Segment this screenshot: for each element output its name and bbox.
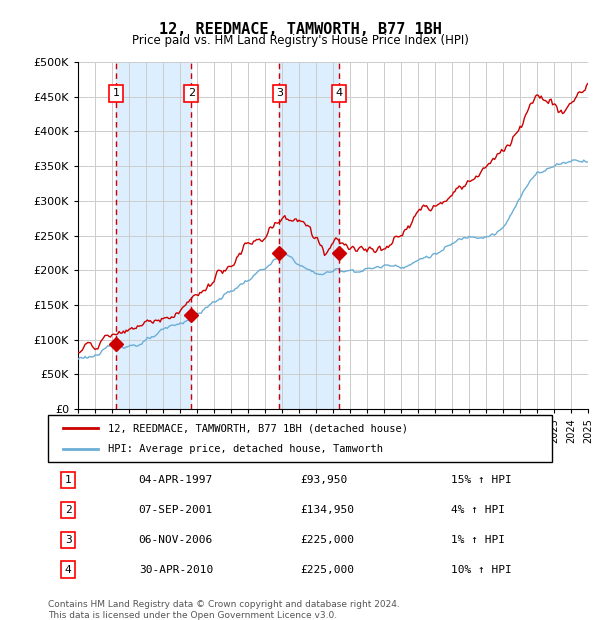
FancyBboxPatch shape [48,415,552,462]
Text: 12, REEDMACE, TAMWORTH, B77 1BH: 12, REEDMACE, TAMWORTH, B77 1BH [158,22,442,37]
Text: 2: 2 [65,505,71,515]
Text: 3: 3 [276,88,283,98]
Text: 1: 1 [65,475,71,485]
Text: 12, REEDMACE, TAMWORTH, B77 1BH (detached house): 12, REEDMACE, TAMWORTH, B77 1BH (detache… [109,423,409,433]
Text: £93,950: £93,950 [300,475,347,485]
Text: 1: 1 [113,88,120,98]
Text: HPI: Average price, detached house, Tamworth: HPI: Average price, detached house, Tamw… [109,444,383,454]
Text: 4: 4 [65,565,71,575]
Text: 06-NOV-2006: 06-NOV-2006 [139,535,213,545]
Text: Contains HM Land Registry data © Crown copyright and database right 2024.
This d: Contains HM Land Registry data © Crown c… [48,600,400,619]
Text: 4: 4 [335,88,342,98]
Text: 1% ↑ HPI: 1% ↑ HPI [451,535,505,545]
Text: £225,000: £225,000 [300,565,354,575]
Bar [116,62,191,409]
Text: Price paid vs. HM Land Registry's House Price Index (HPI): Price paid vs. HM Land Registry's House … [131,34,469,47]
Text: 07-SEP-2001: 07-SEP-2001 [139,505,213,515]
Text: 10% ↑ HPI: 10% ↑ HPI [451,565,512,575]
Text: 30-APR-2010: 30-APR-2010 [139,565,213,575]
Text: 4% ↑ HPI: 4% ↑ HPI [451,505,505,515]
Text: 15% ↑ HPI: 15% ↑ HPI [451,475,512,485]
Text: 2: 2 [188,88,195,98]
Text: £134,950: £134,950 [300,505,354,515]
Bar [280,62,338,409]
Text: 3: 3 [65,535,71,545]
Text: £225,000: £225,000 [300,535,354,545]
Text: 04-APR-1997: 04-APR-1997 [139,475,213,485]
